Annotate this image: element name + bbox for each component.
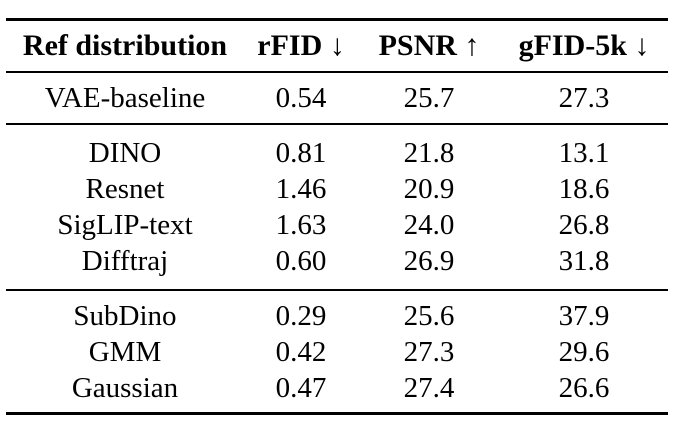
cell-ref: SubDino bbox=[73, 299, 177, 332]
cell-psnr: 26.9 bbox=[403, 244, 455, 277]
table-group-distributions: SubDino 0.29 25.6 37.9 GMM 0.42 27.3 29.… bbox=[6, 291, 668, 412]
table-group-encoders: DINO 0.81 21.8 13.1 Resnet 1.46 20.9 18.… bbox=[6, 125, 668, 289]
col-header-psnr: PSNR ↑ bbox=[378, 29, 480, 62]
cell-rfid: 0.29 bbox=[275, 299, 327, 332]
table-row-dino: DINO 0.81 21.8 13.1 bbox=[6, 135, 668, 171]
table-row-siglip-text: SigLIP-text 1.63 24.0 26.8 bbox=[6, 207, 668, 243]
cell-gfid: 26.6 bbox=[558, 371, 610, 404]
cell-ref: VAE-baseline bbox=[44, 81, 206, 114]
cell-ref: Resnet bbox=[85, 172, 165, 205]
cell-psnr: 27.3 bbox=[403, 335, 455, 368]
cell-gfid: 13.1 bbox=[558, 136, 610, 169]
cell-ref: Gaussian bbox=[71, 371, 179, 404]
table-header-row: Ref distribution rFID ↓ PSNR ↑ gFID-5k ↓ bbox=[6, 21, 668, 71]
cell-gfid: 18.6 bbox=[558, 172, 610, 205]
cell-rfid: 0.42 bbox=[275, 335, 327, 368]
cell-gfid: 29.6 bbox=[558, 335, 610, 368]
cell-rfid: 0.81 bbox=[275, 136, 327, 169]
cell-psnr: 20.9 bbox=[403, 172, 455, 205]
cell-ref: SigLIP-text bbox=[57, 208, 193, 241]
table: Ref distribution rFID ↓ PSNR ↑ gFID-5k ↓… bbox=[6, 18, 668, 415]
table-row-subdino: SubDino 0.29 25.6 37.9 bbox=[6, 298, 668, 334]
cell-ref: Difftraj bbox=[81, 244, 169, 277]
cell-psnr: 25.7 bbox=[403, 81, 455, 114]
col-header-rfid: rFID ↓ bbox=[257, 29, 345, 62]
cell-gfid: 31.8 bbox=[558, 244, 610, 277]
col-header-ref-distribution: Ref distribution bbox=[22, 29, 228, 62]
cell-rfid: 0.47 bbox=[275, 371, 327, 404]
cell-rfid: 0.54 bbox=[275, 81, 327, 114]
col-header-gfid-5k: gFID-5k ↓ bbox=[518, 29, 650, 62]
cell-ref: DINO bbox=[88, 136, 162, 169]
bottom-rule bbox=[6, 412, 668, 415]
table-row-gmm: GMM 0.42 27.3 29.6 bbox=[6, 334, 668, 370]
cell-psnr: 25.6 bbox=[403, 299, 455, 332]
top-rule bbox=[6, 18, 668, 21]
cell-rfid: 0.60 bbox=[275, 244, 327, 277]
cell-gfid: 26.8 bbox=[558, 208, 610, 241]
group-rule-2 bbox=[6, 289, 668, 291]
table-row-resnet: Resnet 1.46 20.9 18.6 bbox=[6, 171, 668, 207]
cell-rfid: 1.63 bbox=[275, 208, 327, 241]
cell-psnr: 21.8 bbox=[403, 136, 455, 169]
group-rule-1 bbox=[6, 123, 668, 125]
table-row-gaussian: Gaussian 0.47 27.4 26.6 bbox=[6, 370, 668, 406]
cell-gfid: 27.3 bbox=[558, 81, 610, 114]
cell-gfid: 37.9 bbox=[558, 299, 610, 332]
cell-ref: GMM bbox=[88, 335, 162, 368]
header-rule bbox=[6, 71, 668, 73]
cell-psnr: 24.0 bbox=[403, 208, 455, 241]
cell-rfid: 1.46 bbox=[275, 172, 327, 205]
cell-psnr: 27.4 bbox=[403, 371, 455, 404]
table-row-vae-baseline: VAE-baseline 0.54 25.7 27.3 bbox=[6, 73, 668, 123]
table-row-difftraj: Difftraj 0.60 26.9 31.8 bbox=[6, 243, 668, 279]
table-group-baseline: VAE-baseline 0.54 25.7 27.3 bbox=[6, 73, 668, 123]
